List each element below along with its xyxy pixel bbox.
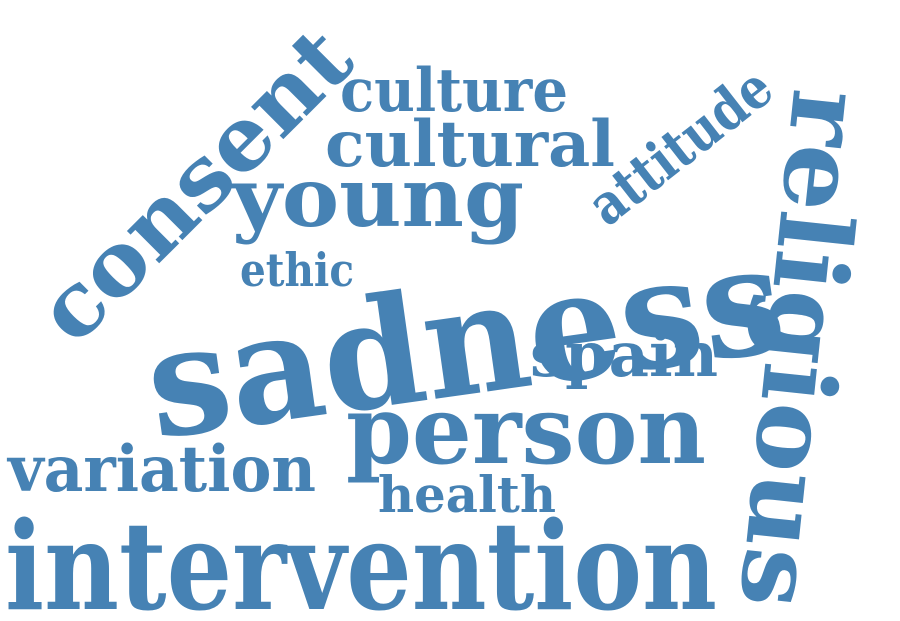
word-spain: spain xyxy=(530,318,718,391)
word-young: young xyxy=(230,150,524,246)
word-intervention: intervention xyxy=(5,494,717,621)
word-cultural: cultural xyxy=(325,107,615,182)
word-variation: variation xyxy=(6,432,316,507)
word-culture: culture xyxy=(340,56,568,126)
word-ethic: ethic xyxy=(240,243,354,297)
word-person: person xyxy=(346,375,706,486)
word-health: health xyxy=(378,465,556,524)
